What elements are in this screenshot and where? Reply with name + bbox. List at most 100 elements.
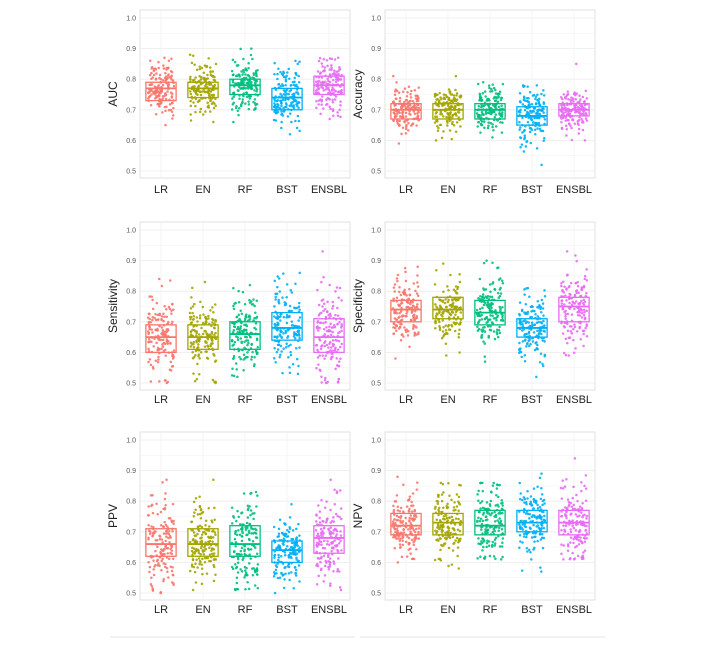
data-point [318,339,322,342]
data-point [450,498,453,502]
data-point [318,368,321,372]
data-point [193,78,196,81]
data-point [451,519,454,522]
data-point [406,535,409,538]
data-point [320,375,323,378]
data-point [320,567,323,571]
data-point [450,305,454,309]
y-tick-label: 0.6 [371,350,381,357]
data-point [392,100,395,103]
data-point [536,485,539,489]
data-point [240,511,243,515]
data-point [191,350,194,354]
data-point [577,543,581,546]
data-point [476,557,479,560]
data-point [433,121,437,124]
data-point [322,309,325,313]
data-point [414,515,418,519]
data-point [297,559,300,563]
data-point [482,303,486,307]
data-point [194,76,197,79]
data-point [569,124,572,127]
data-point [289,112,292,115]
data-point [199,351,203,354]
data-point [276,321,279,324]
data-point [318,312,322,315]
data-point [156,512,159,516]
data-point [443,310,446,313]
data-point [576,101,579,104]
data-point [448,516,451,519]
data-point [208,546,211,550]
data-point [570,126,573,130]
data-point [575,289,578,293]
data-point [320,95,324,98]
data-point [581,106,584,109]
data-point [404,540,408,544]
data-point [393,527,396,530]
data-point [564,106,567,110]
data-point [533,540,536,543]
data-point [412,540,415,544]
data-point [533,128,537,131]
data-point [523,497,527,501]
data-point [285,313,289,317]
data-point [490,89,494,93]
data-point [482,261,486,265]
data-point [239,357,242,361]
data-point [188,540,192,544]
data-point [273,305,276,308]
data-point [274,298,277,301]
data-point [150,340,153,343]
data-point [320,299,323,302]
data-point [329,582,332,585]
data-point [536,343,539,347]
data-point [401,520,405,523]
data-point [212,478,215,482]
data-point [580,541,584,544]
data-point [534,535,537,539]
data-point [336,568,340,571]
data-point [203,549,206,553]
data-point [580,309,584,312]
data-point [199,517,203,520]
data-point [487,124,490,127]
data-point [491,103,495,107]
data-point [247,103,251,106]
data-point [412,517,416,521]
data-point [583,549,587,552]
data-point [401,126,405,129]
data-point [298,271,301,275]
data-point [482,120,486,123]
data-point [453,501,456,504]
data-point [154,539,157,542]
data-point [405,312,408,315]
data-point [437,495,440,499]
data-point [297,333,301,336]
data-point [211,321,214,324]
data-point [210,549,213,552]
data-point [334,89,337,93]
data-point [332,91,335,95]
data-point [195,334,198,337]
data-point [323,564,327,568]
data-point [498,325,501,329]
data-point [161,343,164,346]
data-point [568,285,571,288]
data-point [197,85,200,89]
data-point [160,569,163,572]
data-point [289,343,292,347]
data-point [195,331,198,335]
box-lr [390,299,422,323]
data-point [273,335,276,339]
data-point [339,588,343,592]
data-point [579,338,582,341]
data-point [165,340,169,343]
data-point [410,538,414,542]
data-point [275,292,279,296]
data-point [254,311,257,315]
data-point [273,61,276,65]
data-point [338,286,342,290]
data-point [413,89,417,92]
data-point [290,104,293,108]
